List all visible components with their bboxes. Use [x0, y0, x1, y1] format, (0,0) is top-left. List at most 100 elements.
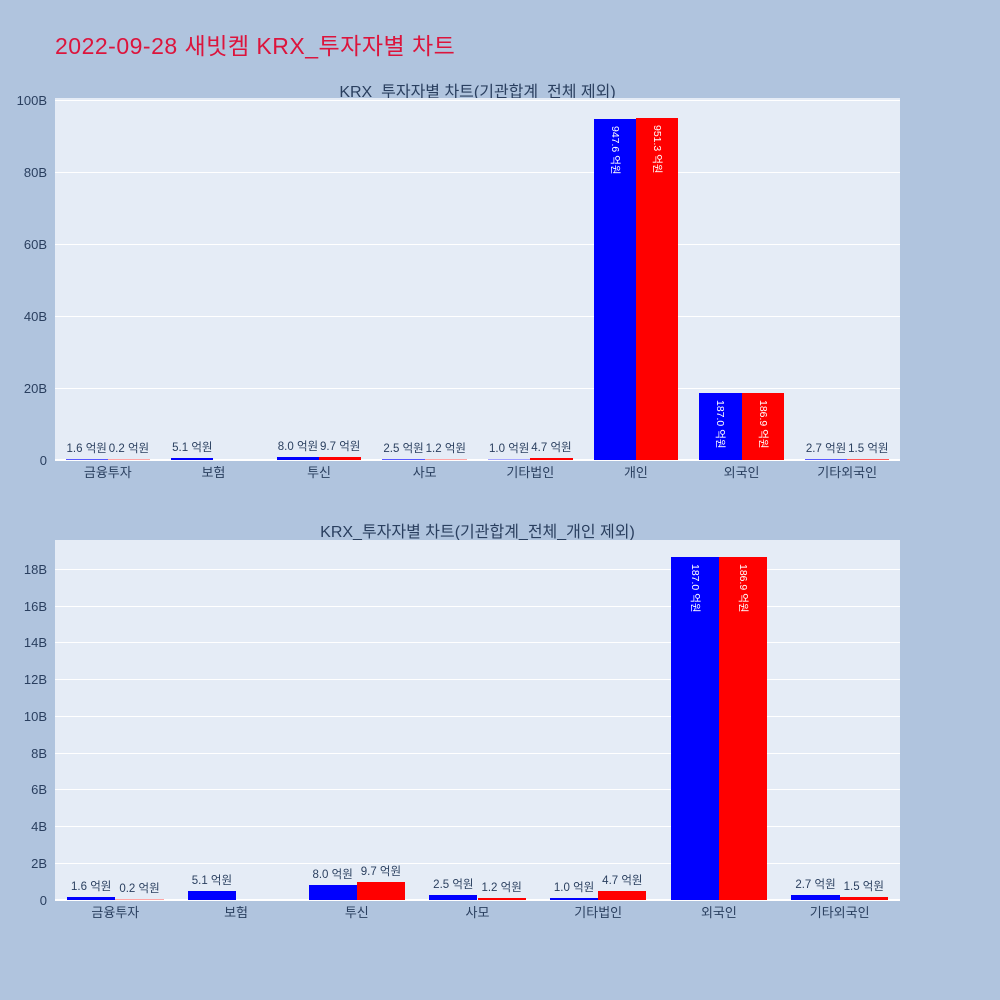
- page-title: 2022-09-28 새빗켐 KRX_투자자별 차트: [55, 33, 456, 59]
- bar-value-label-inside: 947.6 억원: [608, 126, 621, 175]
- bar-value-label: 2.5 억원: [433, 879, 474, 891]
- y-axis-tick-label: 40B: [23, 308, 47, 324]
- chart1-title: KRX_투자자별 차트(기관합계_전체 제외): [339, 84, 616, 101]
- gridline: [55, 679, 900, 681]
- bar-value-label: 2.7 억원: [795, 879, 836, 891]
- bar-value-label: 0.2 억원: [108, 443, 150, 455]
- bar-red[interactable]: [741, 393, 784, 460]
- bar-blue[interactable]: [699, 393, 742, 460]
- plot-area: [55, 540, 900, 901]
- bar-value-label: 9.7 억원: [360, 866, 402, 878]
- x-axis-tick-label: 기타법인: [506, 465, 555, 480]
- bar-red[interactable]: [107, 459, 151, 460]
- bar-red[interactable]: [598, 891, 647, 900]
- gridline: [55, 315, 900, 317]
- bar-red[interactable]: [477, 898, 526, 900]
- gridline: [55, 826, 900, 828]
- gridline: [55, 715, 900, 717]
- bar-value-label: 1.6 억원: [66, 443, 107, 455]
- gridline: [55, 862, 900, 864]
- y-axis-tick-label: 0: [39, 892, 47, 908]
- bar-value-label: 1.5 억원: [843, 881, 884, 893]
- y-axis-tick-label: 10B: [23, 708, 47, 724]
- y-axis-tick-label: 12B: [23, 672, 47, 688]
- bar-value-label: 1.0 억원: [489, 443, 530, 455]
- gridline: [55, 642, 900, 644]
- bar-red[interactable]: [718, 557, 768, 900]
- bar-red[interactable]: [115, 899, 164, 900]
- bar-red[interactable]: [356, 882, 406, 900]
- bar-value-label: 8.0 억원: [312, 869, 353, 881]
- bar-value-label-inside: 951.3 억원: [651, 125, 664, 174]
- gridline: [55, 789, 900, 791]
- bar-value-label: 1.0 억원: [553, 882, 595, 894]
- bar-value-label: 5.1 억원: [172, 442, 213, 454]
- y-axis-tick-label: 2B: [31, 855, 47, 871]
- bar-value-label: 5.1 억원: [191, 875, 233, 887]
- gridline: [55, 100, 900, 102]
- bar-blue[interactable]: [593, 119, 636, 460]
- bar-red[interactable]: [424, 459, 467, 460]
- zero-line: [55, 899, 900, 901]
- y-axis-tick-label: 60B: [23, 236, 47, 252]
- bar-red[interactable]: [839, 897, 888, 900]
- bar-red[interactable]: [530, 458, 573, 460]
- bar-value-label: 9.7 억원: [320, 441, 361, 453]
- bar-value-label: 1.5 억원: [848, 443, 889, 455]
- bar-value-label: 2.7 억원: [805, 443, 847, 455]
- gridline: [55, 752, 900, 754]
- bar-blue[interactable]: [171, 458, 214, 460]
- bar-blue[interactable]: [670, 557, 719, 900]
- gridline: [55, 387, 900, 389]
- bar-value-label: 0.2 억원: [119, 883, 160, 895]
- bar-value-label: 4.7 억원: [531, 442, 572, 454]
- bar-blue[interactable]: [791, 895, 840, 900]
- bar-value-label: 1.2 억원: [425, 443, 466, 455]
- x-axis-tick-label: 투신: [344, 905, 369, 920]
- y-axis-tick-label: 100B: [16, 93, 47, 109]
- x-axis-tick-label: 투신: [307, 465, 332, 480]
- y-axis-tick-label: 4B: [31, 819, 47, 835]
- x-axis-tick-label: 사모: [412, 465, 437, 480]
- x-axis-tick-label: 개인: [623, 465, 648, 480]
- bar-value-label-inside: 186.9 억원: [756, 400, 769, 449]
- bar-value-label-inside: 187.0 억원: [688, 564, 701, 613]
- y-axis-tick-label: 18B: [23, 561, 47, 577]
- zero-line: [55, 459, 900, 461]
- bar-value-label: 4.7 억원: [602, 875, 643, 887]
- bar-red[interactable]: [635, 118, 679, 460]
- bar-blue[interactable]: [382, 459, 425, 460]
- bar-blue[interactable]: [308, 885, 357, 900]
- y-axis-tick-label: 80B: [23, 164, 47, 180]
- bar-value-label: 8.0 억원: [277, 441, 319, 453]
- y-axis-tick-label: 14B: [23, 635, 47, 651]
- x-axis-tick-label: 기타외국인: [817, 465, 878, 480]
- bar-blue[interactable]: [276, 457, 320, 460]
- bar-blue[interactable]: [187, 891, 237, 900]
- bar-blue[interactable]: [67, 897, 116, 900]
- y-axis-tick-label: 0: [39, 452, 47, 468]
- chart2-title: KRX_투자자별 차트(기관합계_전체_개인 제외): [320, 524, 635, 541]
- gridline: [55, 568, 900, 570]
- y-axis-tick-label: 6B: [31, 782, 47, 798]
- gridline: [55, 171, 900, 173]
- gridline: [55, 605, 900, 607]
- y-axis-tick-label: 20B: [23, 380, 47, 396]
- bar-blue[interactable]: [65, 459, 108, 460]
- x-axis-tick-label: 기타법인: [574, 905, 623, 920]
- x-axis-tick-label: 외국인: [700, 905, 737, 920]
- bar-value-label: 1.6 억원: [71, 881, 112, 893]
- plot-area: [55, 98, 900, 461]
- bar-value-label: 2.5 억원: [383, 443, 424, 455]
- bar-blue[interactable]: [429, 895, 478, 900]
- bar-blue[interactable]: [549, 898, 599, 900]
- bar-blue[interactable]: [804, 459, 848, 460]
- y-axis-tick-label: 16B: [23, 598, 47, 614]
- x-axis-tick-label: 기타외국인: [809, 905, 870, 920]
- bar-blue[interactable]: [488, 459, 531, 460]
- x-axis-tick-label: 외국인: [723, 465, 760, 480]
- x-axis-tick-label: 보험: [201, 465, 226, 480]
- x-axis-tick-label: 보험: [224, 905, 249, 920]
- bar-red[interactable]: [847, 459, 890, 460]
- bar-red[interactable]: [319, 457, 362, 460]
